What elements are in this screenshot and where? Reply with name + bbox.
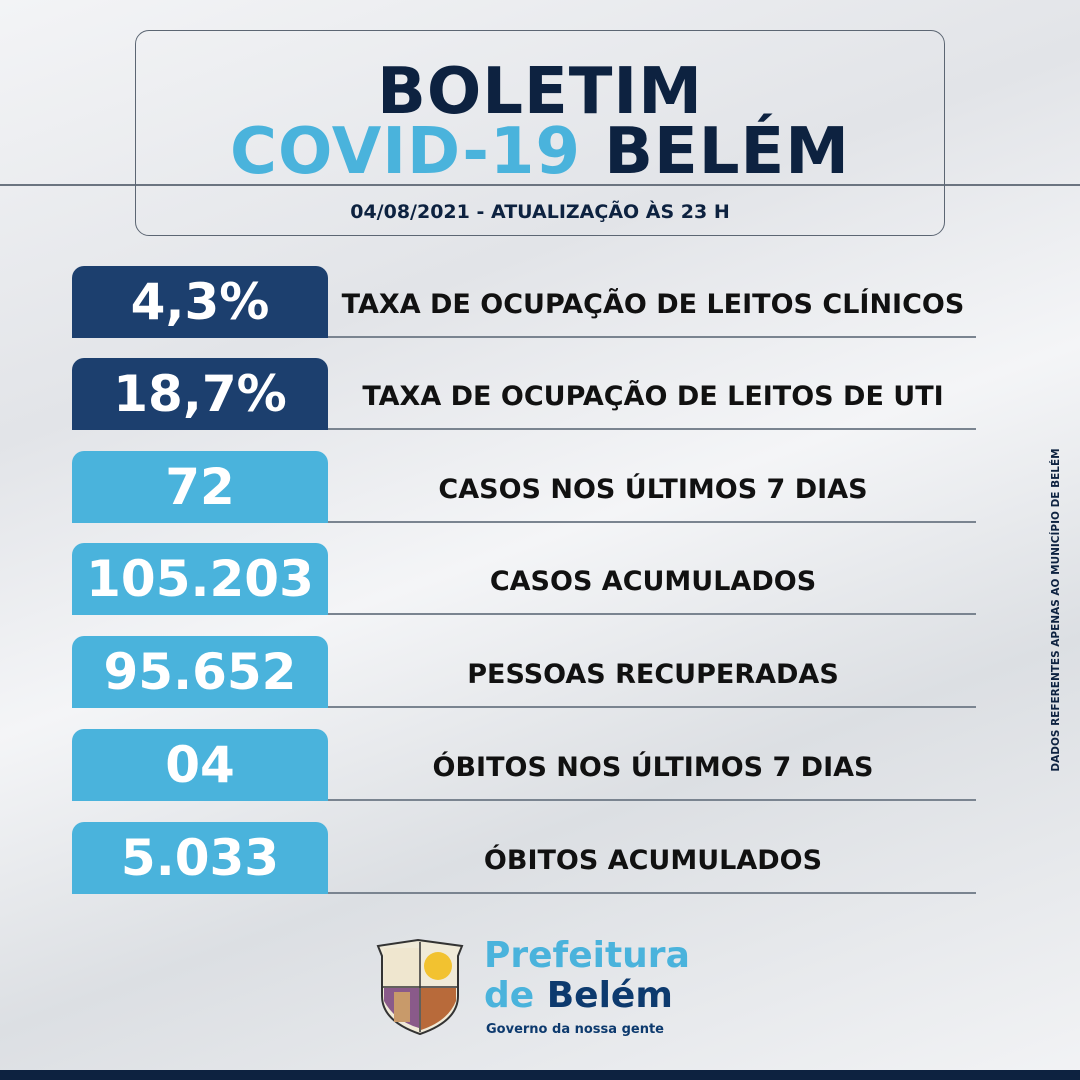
brand-name: Prefeitura de Belém (484, 936, 690, 1016)
update-date: 04/08/2021 - ATUALIZAÇÃO ÀS 23 H (350, 201, 730, 223)
stat-value: 5.033 (72, 822, 328, 894)
coat-of-arms-logo (376, 938, 464, 1036)
row-divider (328, 613, 976, 615)
row-divider (328, 428, 976, 430)
row-divider (328, 336, 976, 338)
stat-label: TAXA DE OCUPAÇÃO DE LEITOS CLÍNICOS (341, 289, 965, 320)
stat-value: 18,7% (72, 358, 328, 430)
stat-value: 95.652 (72, 636, 328, 708)
stat-label: TAXA DE OCUPAÇÃO DE LEITOS DE UTI (362, 381, 944, 412)
divider (0, 184, 1080, 186)
title-line-2: COVID-19 BELÉM (136, 117, 944, 187)
brand-belem: Belém (546, 975, 673, 1016)
stat-value: 04 (72, 729, 328, 801)
brand-de: de (484, 975, 547, 1016)
stat-label: ÓBITOS NOS ÚLTIMOS 7 DIAS (432, 752, 874, 783)
title-line-1: BOLETIM (377, 55, 703, 129)
stat-row: 5.033 ÓBITOS ACUMULADOS (72, 822, 976, 894)
stat-row: 95.652 PESSOAS RECUPERADAS (72, 636, 976, 708)
row-divider (328, 892, 976, 894)
brand-line-1: Prefeitura (484, 935, 690, 976)
row-divider (328, 799, 976, 801)
stat-label: CASOS ACUMULADOS (489, 566, 817, 597)
row-divider (328, 706, 976, 708)
stat-value: 105.203 (72, 543, 328, 615)
stat-row: 72 CASOS NOS ÚLTIMOS 7 DIAS (72, 451, 976, 523)
stat-row: 105.203 CASOS ACUMULADOS (72, 543, 976, 615)
row-divider (328, 521, 976, 523)
side-note: DADOS REFERENTES APENAS AO MUNICÍPIO DE … (1050, 448, 1062, 772)
stat-value: 72 (72, 451, 328, 523)
stat-row: 18,7% TAXA DE OCUPAÇÃO DE LEITOS DE UTI (72, 358, 976, 430)
stat-label: ÓBITOS ACUMULADOS (483, 845, 823, 876)
slogan: Governo da nossa gente (486, 1022, 664, 1037)
title-covid: COVID-19 (230, 115, 581, 189)
title-box: BOLETIM COVID-19 BELÉM 04/08/2021 - ATUA… (135, 30, 945, 236)
stat-value: 4,3% (72, 266, 328, 338)
stat-label: CASOS NOS ÚLTIMOS 7 DIAS (438, 474, 868, 505)
stat-row: 4,3% TAXA DE OCUPAÇÃO DE LEITOS CLÍNICOS (72, 266, 976, 338)
stat-label: PESSOAS RECUPERADAS (467, 659, 839, 690)
stat-row: 04 ÓBITOS NOS ÚLTIMOS 7 DIAS (72, 729, 976, 801)
bottom-bar (0, 1070, 1080, 1080)
title-belem: BELÉM (604, 115, 850, 189)
